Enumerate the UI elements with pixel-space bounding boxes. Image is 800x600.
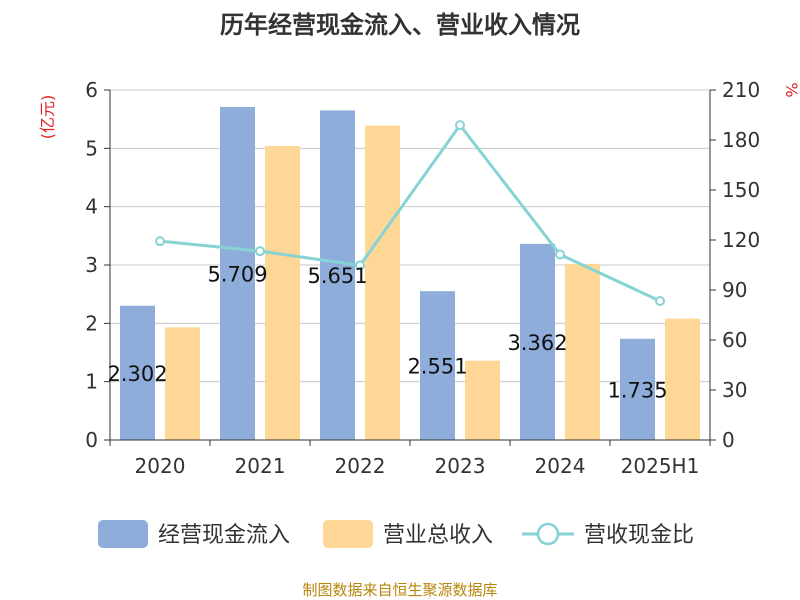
bar-value-label: 3.362: [507, 331, 567, 355]
ratio-point: [255, 246, 265, 257]
bar-value-label: 5.651: [307, 264, 367, 288]
bar-revenue: [465, 360, 500, 440]
right-tick-label: 90: [722, 278, 747, 302]
x-tick-label: 2020: [135, 454, 186, 478]
grid-lines: [110, 89, 710, 383]
x-tick-label: 2021: [235, 454, 286, 478]
bar-revenue: [565, 263, 600, 440]
chart-title: 历年经营现金流入、营业收入情况: [220, 11, 580, 39]
left-tick-label: 1: [85, 370, 98, 394]
right-tick-label: 60: [722, 328, 747, 352]
bar-revenue: [665, 318, 700, 440]
legend-swatch: [98, 520, 148, 548]
legend-item[interactable]: 经营现金流入: [98, 520, 290, 548]
right-axis-unit: %: [782, 82, 800, 97]
legend[interactable]: 经营现金流入 营业总收入 营收现金比: [98, 520, 694, 548]
bar-cash-inflow: [520, 243, 555, 440]
left-tick-label: 0: [85, 428, 98, 452]
bar-cash-inflow: [420, 291, 455, 440]
legend-item[interactable]: 营业总收入: [323, 520, 493, 548]
ratio-line-path: [159, 122, 661, 303]
legend-swatch: [323, 520, 373, 548]
ratio-point: [355, 260, 365, 271]
bar-revenue: [265, 146, 300, 440]
right-tick-label: 120: [722, 228, 760, 252]
right-tick-label: 30: [722, 378, 747, 402]
right-tick-label: 0: [722, 428, 735, 452]
bar-labels: 2.302 5.709 5.651 2.551 3.362 1.735: [107, 262, 667, 402]
right-tick-label: 210: [722, 78, 760, 102]
bar-revenue: [365, 125, 400, 440]
left-tick-label: 6: [85, 78, 98, 102]
x-tick-label: 2023: [435, 454, 486, 478]
left-axis-unit: (亿元): [38, 95, 57, 140]
bar-revenue: [165, 327, 200, 440]
left-tick-label: 2: [85, 311, 98, 335]
bar-cash-inflow: [620, 338, 655, 440]
bar-cash-inflow: [320, 110, 355, 440]
legend-item[interactable]: 营收现金比: [522, 522, 694, 548]
bar-value-label: 1.735: [607, 378, 667, 402]
right-tick-label: 180: [722, 128, 760, 152]
bars: [120, 106, 700, 440]
x-tick-label: 2025H1: [621, 454, 700, 478]
bar-value-label: 2.302: [107, 362, 167, 386]
ratio-point: [455, 120, 465, 131]
x-tick-label: 2024: [535, 454, 586, 478]
bar-cash-inflow: [220, 106, 255, 440]
ratio-line: [155, 120, 665, 306]
left-tick-label: 4: [85, 195, 98, 219]
x-tick-label: 2022: [335, 454, 386, 478]
legend-marker: [536, 522, 560, 546]
bar-cash-inflow: [120, 305, 155, 440]
legend-label: 经营现金流入: [158, 523, 290, 548]
legend-label: 营收现金比: [584, 523, 694, 548]
data-source: 制图数据来自恒生聚源数据库: [302, 581, 497, 599]
left-tick-label: 3: [85, 253, 98, 277]
legend-label: 营业总收入: [383, 523, 493, 548]
ratio-point: [155, 236, 165, 247]
left-tick-label: 5: [85, 136, 98, 160]
right-tick-label: 150: [722, 178, 760, 202]
bar-value-label: 5.709: [207, 262, 267, 286]
bar-value-label: 2.551: [407, 355, 467, 379]
ratio-point: [655, 296, 665, 306]
ratio-point: [555, 249, 565, 260]
